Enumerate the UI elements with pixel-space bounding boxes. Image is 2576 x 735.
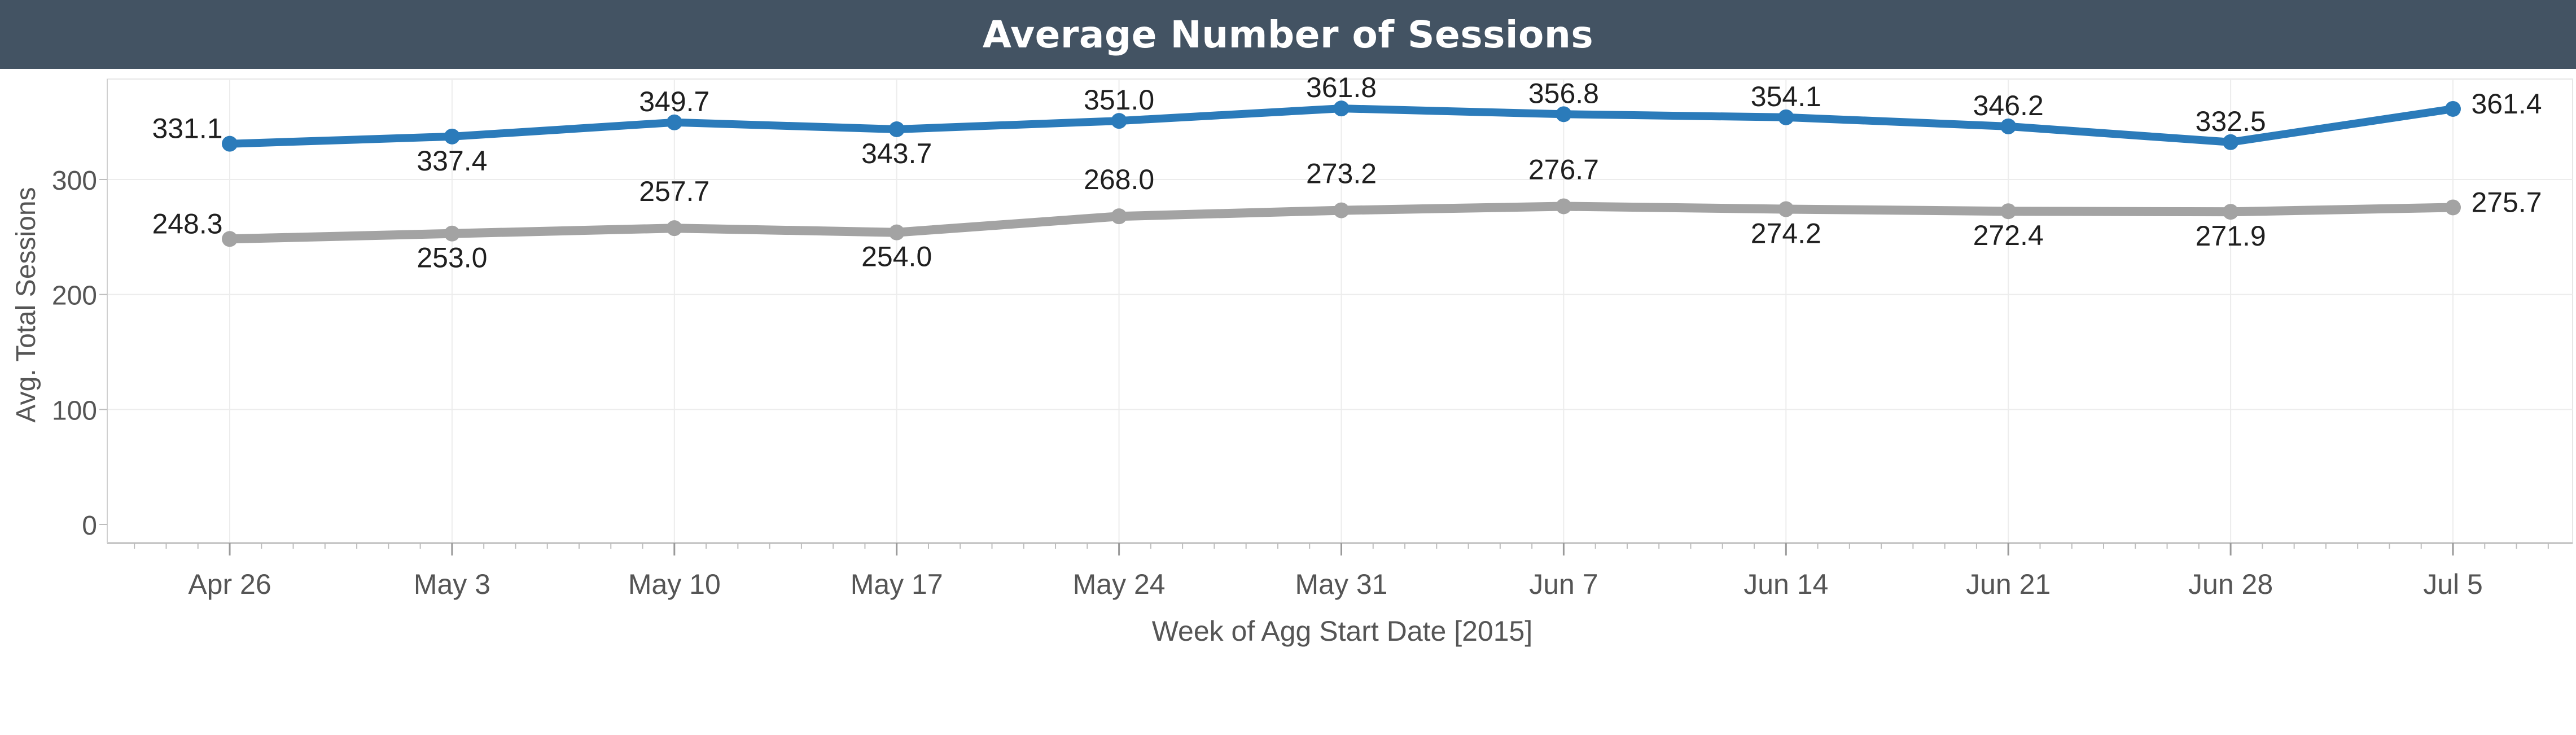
x-tick-label: Jul 5 <box>2423 568 2483 600</box>
data-label-gray: 276.7 <box>1528 154 1599 185</box>
data-point-blue <box>2445 100 2461 117</box>
data-point-gray <box>1111 208 1127 225</box>
x-tick-label: May 3 <box>414 568 490 600</box>
x-tick-label: Jun 14 <box>1743 568 1828 600</box>
data-label-gray: 274.2 <box>1751 218 1821 250</box>
chart-title: Average Number of Sessions <box>982 12 1594 56</box>
x-tick-label: Jun 7 <box>1529 568 1598 600</box>
data-label-blue: 346.2 <box>1973 90 2044 121</box>
data-label-gray: 268.0 <box>1084 164 1154 195</box>
x-axis-title: Week of Agg Start Date [2015] <box>1152 615 1533 647</box>
x-tick-label: Jun 21 <box>1966 568 2051 600</box>
data-label-blue: 354.1 <box>1751 81 1821 112</box>
data-point-blue <box>2000 118 2017 134</box>
data-label-blue: 332.5 <box>2196 106 2266 137</box>
data-label-gray: 273.2 <box>1306 158 1377 190</box>
data-point-gray <box>444 225 460 242</box>
data-point-gray <box>2223 204 2239 220</box>
chart-title-bar: Average Number of Sessions <box>0 0 2576 69</box>
x-tick-label: Apr 26 <box>188 568 271 600</box>
x-tick-label: May 31 <box>1295 568 1388 600</box>
data-point-gray <box>666 220 682 237</box>
y-tick-label: 100 <box>52 396 97 426</box>
data-point-blue <box>444 128 460 145</box>
data-label-gray: 254.0 <box>861 241 932 273</box>
data-point-blue <box>666 114 682 130</box>
data-point-gray <box>2000 203 2017 220</box>
data-label-blue: 351.0 <box>1084 84 1154 116</box>
data-label-blue: 356.8 <box>1528 77 1599 109</box>
data-point-gray <box>2445 199 2461 216</box>
x-tick-label: May 24 <box>1073 568 1166 600</box>
data-point-gray <box>1333 202 1350 218</box>
data-label-blue: 349.7 <box>639 86 709 117</box>
data-point-gray <box>1778 201 1794 217</box>
data-label-gray: 248.3 <box>152 208 222 239</box>
data-label-blue: 361.8 <box>1306 72 1377 103</box>
data-point-gray <box>888 224 905 240</box>
data-point-blue <box>222 135 238 152</box>
data-point-blue <box>1111 113 1127 129</box>
data-label-gray: 257.7 <box>639 176 709 207</box>
data-label-blue: 337.4 <box>417 145 487 177</box>
data-label-blue: 331.1 <box>152 113 222 145</box>
data-point-gray <box>1556 198 1572 215</box>
y-tick-label: 200 <box>52 281 97 311</box>
data-label-blue: 361.4 <box>2471 88 2542 120</box>
y-tick-label: 300 <box>52 166 97 196</box>
x-tick-label: May 17 <box>851 568 943 600</box>
y-tick-label: 0 <box>82 511 97 541</box>
x-tick-label: Jun 28 <box>2188 568 2273 600</box>
x-tick-label: May 10 <box>628 568 721 600</box>
data-label-gray: 271.9 <box>2196 220 2266 252</box>
data-point-blue <box>1333 100 1350 117</box>
data-point-blue <box>1556 106 1572 123</box>
data-label-gray: 275.7 <box>2471 186 2542 218</box>
data-point-blue <box>1778 109 1794 125</box>
y-axis-title: Avg. Total Sessions <box>11 187 41 422</box>
data-point-blue <box>888 121 905 137</box>
data-point-gray <box>222 231 238 247</box>
data-label-gray: 253.0 <box>417 242 487 274</box>
data-point-blue <box>2223 134 2239 150</box>
data-label-blue: 343.7 <box>861 138 932 169</box>
data-label-gray: 272.4 <box>1973 220 2044 251</box>
